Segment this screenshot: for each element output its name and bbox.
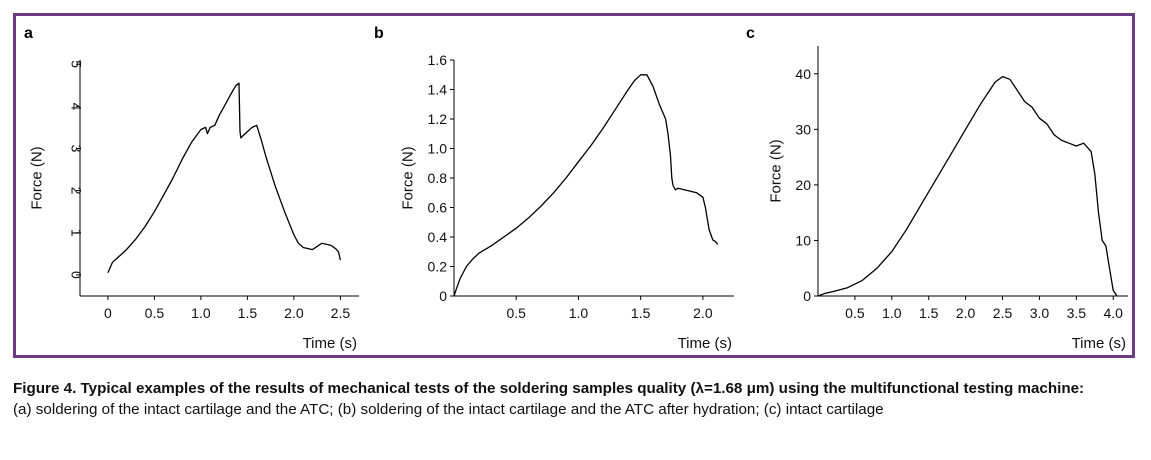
chart-panel-b: b 0 0.2 0.4 0.6 0.8 1.0 1.2 1.4 1.6 0.5 1.0 1.5 2.0 Fo… (374, 25, 734, 352)
y-axis-title: Force (N) (767, 139, 784, 202)
y-tick-label: 2 (68, 187, 84, 195)
y-axis-title: Force (N) (399, 146, 416, 209)
y-tick-label: 1.6 (428, 52, 448, 68)
y-axis-title: Force (N) (28, 146, 45, 209)
y-tick-label: 0 (803, 288, 811, 304)
x-tick-label: 1.0 (882, 305, 902, 321)
x-axis-title: Time (s) (1072, 335, 1126, 352)
x-tick-label: 2.0 (284, 305, 304, 321)
chart-panel-c: c 0 10 20 30 40 0.5 1.0 1.5 2.0 2.5 3.0 3.5 4.0 Force … (746, 25, 1128, 352)
x-tick-label: 0.5 (845, 305, 865, 321)
figure-caption: Figure 4. Typical examples of the result… (13, 378, 1138, 420)
x-tick-label: 0 (104, 305, 112, 321)
y-tick-label: 0 (68, 271, 84, 279)
x-tick-label: 2.0 (693, 305, 713, 321)
x-tick-label: 2.0 (956, 305, 976, 321)
y-tick-label: 40 (795, 66, 811, 82)
series-line (817, 75, 1118, 297)
y-tick-label: 0.8 (428, 170, 448, 186)
y-tick-label: 1.4 (428, 82, 448, 98)
figure-frame: a 0 1 2 3 4 5 0 0.5 1.0 1.5 2.0 2.5 Force (N) Time (s)… (13, 13, 1135, 358)
series-line (107, 82, 342, 274)
y-tick-label: 3 (68, 145, 84, 153)
x-tick-label: 0.5 (506, 305, 526, 321)
y-tick-label: 1 (68, 229, 84, 237)
caption-text: (a) soldering of the intact cartilage an… (13, 401, 884, 418)
panel-letter: c (746, 25, 755, 42)
x-axis-title: Time (s) (303, 335, 357, 352)
y-tick-label: 0 (439, 288, 447, 304)
x-tick-label: 1.5 (919, 305, 939, 321)
y-tick-label: 10 (795, 232, 811, 248)
figure-plots: a 0 1 2 3 4 5 0 0.5 1.0 1.5 2.0 2.5 Force (N) Time (s)… (24, 25, 1128, 352)
x-tick-label: 1.5 (631, 305, 651, 321)
y-tick-label: 1.2 (428, 111, 448, 127)
x-axis-title: Time (s) (678, 335, 732, 352)
x-tick-label: 2.5 (331, 305, 351, 321)
chart-panel-a: a 0 1 2 3 4 5 0 0.5 1.0 1.5 2.0 2.5 Force (N) Time (s) (24, 25, 359, 352)
x-tick-label: 1.0 (569, 305, 589, 321)
series-line (453, 74, 719, 297)
x-tick-label: 3.0 (1030, 305, 1050, 321)
y-tick-label: 30 (795, 121, 811, 137)
y-tick-label: 5 (68, 60, 84, 68)
x-tick-label: 4.0 (1104, 305, 1124, 321)
y-tick-label: 20 (795, 177, 811, 193)
y-tick-label: 0.4 (428, 229, 448, 245)
y-tick-label: 4 (68, 102, 84, 110)
caption-title: Figure 4. Typical examples of the result… (13, 380, 1085, 397)
y-tick-label: 0.6 (428, 200, 448, 216)
y-tick-label: 1.0 (428, 141, 448, 157)
x-tick-label: 2.5 (993, 305, 1013, 321)
y-tick-label: 0.2 (428, 259, 448, 275)
x-tick-label: 1.0 (191, 305, 211, 321)
x-tick-label: 3.5 (1067, 305, 1087, 321)
panel-letter: b (374, 25, 384, 42)
x-tick-label: 1.5 (238, 305, 258, 321)
panel-letter: a (24, 25, 33, 42)
x-tick-label: 0.5 (145, 305, 165, 321)
